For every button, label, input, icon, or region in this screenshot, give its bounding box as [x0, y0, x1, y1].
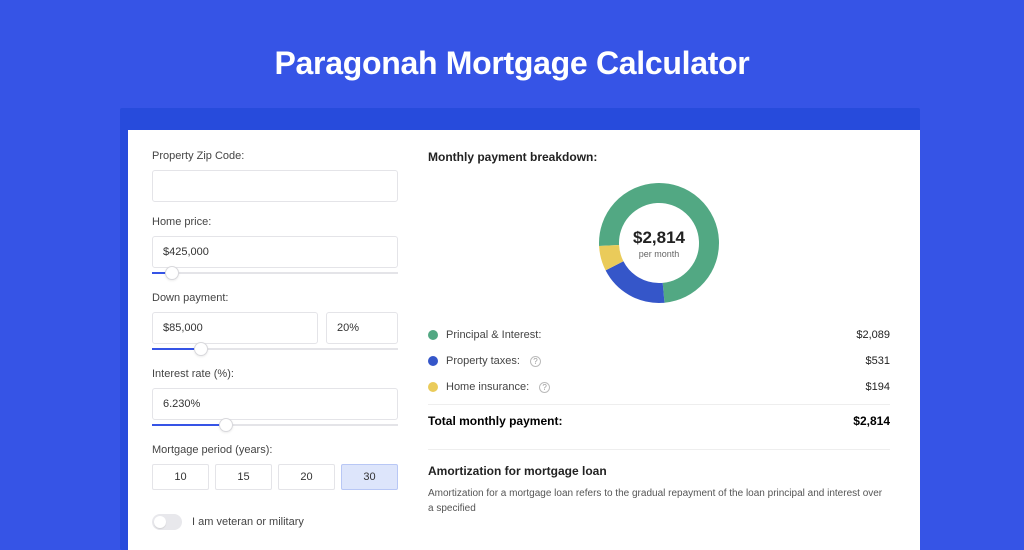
breakdown-column: Monthly payment breakdown: $2,814 per mo… — [428, 150, 890, 530]
period-label: Mortgage period (years): — [152, 444, 398, 456]
down-payment-group: Down payment: — [152, 292, 398, 354]
legend-value: $194 — [866, 381, 890, 393]
interest-group: Interest rate (%): — [152, 368, 398, 430]
interest-slider[interactable] — [152, 420, 398, 430]
legend-dot — [428, 382, 438, 392]
slider-fill — [152, 424, 226, 426]
down-payment-pct-input[interactable] — [326, 312, 398, 344]
zip-label: Property Zip Code: — [152, 150, 398, 162]
donut-sub: per month — [639, 249, 680, 259]
total-value: $2,814 — [853, 414, 890, 428]
down-payment-amount-input[interactable] — [152, 312, 318, 344]
donut-amount: $2,814 — [633, 228, 685, 248]
veteran-row: I am veteran or military — [152, 514, 398, 530]
legend: Principal & Interest: $2,089 Property taxe… — [428, 322, 890, 400]
legend-row: Property taxes:? $531 — [428, 348, 890, 374]
card-shadow: Property Zip Code: Home price: Down paym… — [120, 108, 920, 550]
period-row: 10152030 — [152, 464, 398, 490]
amortization-section: Amortization for mortgage loan Amortizat… — [428, 449, 890, 516]
interest-input[interactable] — [152, 388, 398, 420]
toggle-knob — [154, 516, 166, 528]
legend-value: $2,089 — [856, 329, 890, 341]
interest-label: Interest rate (%): — [152, 368, 398, 380]
page-title: Paragonah Mortgage Calculator — [0, 45, 1024, 82]
slider-thumb[interactable] — [165, 266, 179, 280]
form-column: Property Zip Code: Home price: Down paym… — [152, 150, 398, 530]
home-price-slider[interactable] — [152, 268, 398, 278]
home-price-label: Home price: — [152, 216, 398, 228]
legend-label: Property taxes: — [446, 355, 520, 367]
legend-row: Principal & Interest: $2,089 — [428, 322, 890, 348]
legend-label: Home insurance: — [446, 381, 529, 393]
amortization-title: Amortization for mortgage loan — [428, 464, 890, 478]
period-btn-20[interactable]: 20 — [278, 464, 335, 490]
slider-thumb[interactable] — [194, 342, 208, 356]
period-group: Mortgage period (years): 10152030 — [152, 444, 398, 490]
calculator-card: Property Zip Code: Home price: Down paym… — [128, 130, 920, 550]
period-btn-10[interactable]: 10 — [152, 464, 209, 490]
legend-dot — [428, 330, 438, 340]
total-label: Total monthly payment: — [428, 414, 562, 428]
down-payment-label: Down payment: — [152, 292, 398, 304]
period-btn-30[interactable]: 30 — [341, 464, 398, 490]
help-icon[interactable]: ? — [539, 382, 550, 393]
home-price-group: Home price: — [152, 216, 398, 278]
down-payment-slider[interactable] — [152, 344, 398, 354]
veteran-label: I am veteran or military — [192, 516, 304, 528]
veteran-toggle[interactable] — [152, 514, 182, 530]
donut-chart: $2,814 per month — [594, 178, 724, 308]
slider-track — [152, 272, 398, 274]
breakdown-title: Monthly payment breakdown: — [428, 150, 890, 164]
legend-row: Home insurance:? $194 — [428, 374, 890, 400]
donut-wrap: $2,814 per month — [428, 168, 890, 322]
donut-center: $2,814 per month — [594, 178, 724, 308]
home-price-input[interactable] — [152, 236, 398, 268]
zip-field-group: Property Zip Code: — [152, 150, 398, 202]
help-icon[interactable]: ? — [530, 356, 541, 367]
legend-dot — [428, 356, 438, 366]
legend-value: $531 — [866, 355, 890, 367]
slider-thumb[interactable] — [219, 418, 233, 432]
period-btn-15[interactable]: 15 — [215, 464, 272, 490]
zip-input[interactable] — [152, 170, 398, 202]
legend-total-row: Total monthly payment: $2,814 — [428, 404, 890, 437]
legend-label: Principal & Interest: — [446, 329, 541, 341]
